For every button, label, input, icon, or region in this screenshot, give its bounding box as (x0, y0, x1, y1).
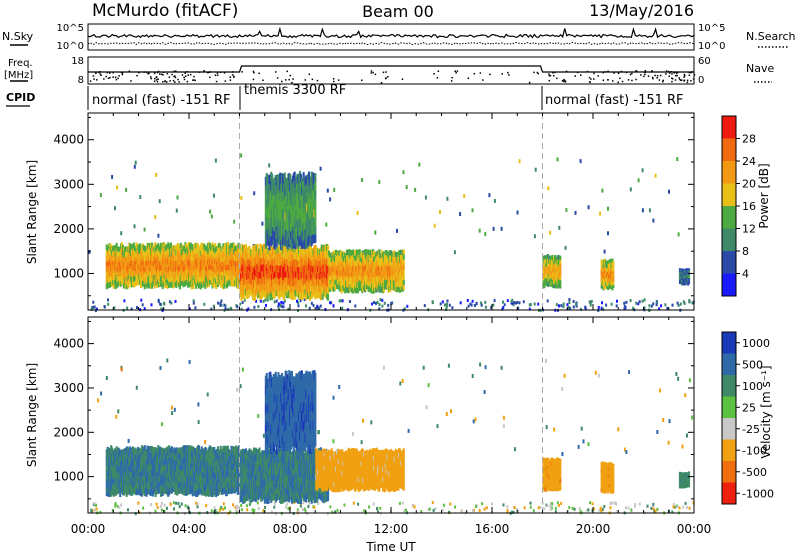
nsky-label: N.Sky (2, 30, 34, 43)
x-tick-label: 12:00 (374, 522, 409, 536)
nave-tick-bottom: 0 (698, 75, 704, 86)
nsky-tick-bottom: 10^0 (57, 41, 84, 52)
freq-tick-top: 18 (71, 56, 84, 67)
y-tick-label: 3000 (53, 381, 84, 395)
power-colorbar-label: Power [dB] (757, 163, 771, 228)
power-colorbar-tick: 16 (742, 200, 756, 213)
power-panel: 1000 2000 3000 4000 Slant Range [km] (25, 112, 695, 313)
y-tick-label: 1000 (53, 266, 84, 280)
power-colorbar-tick: 20 (742, 178, 756, 191)
freq-units-label: [MHz] (4, 70, 33, 81)
power-colorbar-tick: 24 (742, 155, 756, 168)
x-tick-label: 16:00 (475, 522, 510, 536)
velocity-colorbar-tick: -500 (742, 466, 767, 479)
power-colorbar-tick: 12 (742, 223, 756, 236)
power-colorbar: 4 8 12 16 20 24 28 (721, 115, 756, 297)
x-tick-label: 08:00 (273, 522, 308, 536)
y-tick-label: 3000 (53, 177, 84, 191)
x-axis-label: Time UT (365, 540, 416, 554)
freq-traces (88, 65, 696, 84)
velocity-colorbar-tick: 25 (742, 401, 756, 414)
cpid-segment-2: themis 3300 RF (244, 83, 346, 98)
y-tick-label: 4000 (53, 337, 84, 351)
x-tick-label: 00:00 (71, 522, 106, 536)
y-tick-label: 4000 (53, 133, 84, 147)
velocity-colorbar-tick: -100 (742, 444, 767, 457)
nsky-tick-top: 10^5 (57, 23, 84, 34)
velocity-colorbar-label: Velocity [m s⁻¹] (759, 365, 773, 458)
x-tick-label: 00:00 (677, 522, 712, 536)
power-data (88, 113, 695, 313)
velocity-data (90, 317, 695, 516)
noise-panel: N.Sky 10^5 10^0 N.Search 10^5 10^0 (2, 23, 796, 52)
velocity-colorbar-tick: -1000 (742, 487, 774, 500)
nave-label: Nave (746, 62, 774, 75)
power-ylabel: Slant Range [km] (25, 160, 39, 264)
nsearch-label: N.Search (746, 30, 796, 43)
date-title: 13/May/2016 (589, 1, 694, 20)
velocity-colorbar: 1000 500 100 25 -25 -100 -500 -1000 (721, 331, 774, 505)
cpid-label: CPID (6, 91, 35, 104)
beam-title: Beam 00 (362, 2, 434, 21)
y-tick-label: 2000 (53, 222, 84, 236)
velocity-panel: 1000 2000 3000 4000 Slant Range [km] (25, 316, 695, 516)
y-tick-label: 2000 (53, 425, 84, 439)
power-axes: 1000 2000 3000 4000 (53, 113, 695, 310)
velocity-colorbar-tick: -25 (742, 423, 760, 436)
x-tick-label: 20:00 (576, 522, 611, 536)
freq-label: Freq. (8, 58, 33, 69)
cpid-segment-1: normal (fast) -151 RF (92, 93, 231, 108)
nsearch-tick-bottom: 10^0 (698, 41, 725, 52)
velocity-colorbar-tick: 500 (742, 358, 763, 371)
noise-traces (87, 26, 695, 46)
cpid-panel: CPID normal (fast) -151 RF themis 3300 R… (6, 83, 684, 110)
x-axis: 00:00 04:00 08:00 12:00 16:00 20:00 00:00 (71, 522, 712, 536)
velocity-axes: 1000 2000 3000 4000 (53, 317, 695, 513)
nsearch-tick-top: 10^5 (698, 23, 725, 34)
nave-tick-top: 60 (698, 56, 711, 67)
x-tick-label: 04:00 (172, 522, 207, 536)
freq-panel: Freq. [MHz] 18 8 Nave 60 0 (4, 56, 774, 86)
freq-tick-bottom: 8 (78, 75, 84, 86)
station-title: McMurdo (fitACF) (92, 1, 238, 21)
velocity-colorbar-tick: 1000 (742, 337, 770, 350)
power-colorbar-tick: 8 (742, 245, 749, 258)
power-colorbar-tick: 4 (742, 268, 749, 281)
cpid-segment-3: normal (fast) -151 RF (545, 93, 684, 108)
velocity-colorbar-tick: 100 (742, 380, 763, 393)
y-tick-label: 1000 (53, 470, 84, 484)
velocity-ylabel: Slant Range [km] (25, 363, 39, 467)
power-colorbar-tick: 28 (742, 133, 756, 146)
